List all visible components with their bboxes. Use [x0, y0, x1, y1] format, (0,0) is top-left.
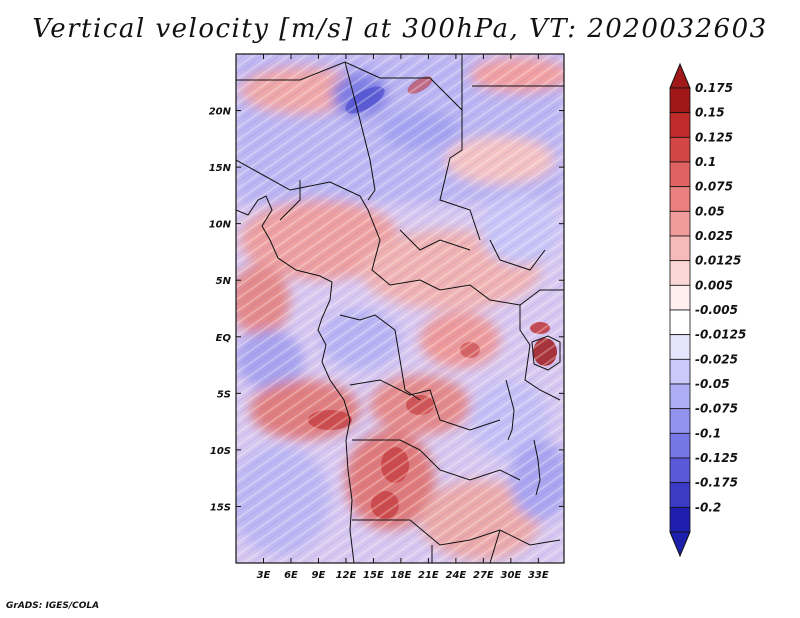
colorbar-swatch — [669, 136, 691, 163]
colorbar-label: -0.125 — [695, 451, 738, 465]
map-frame — [235, 53, 565, 564]
x-tick-label: 27E — [473, 570, 494, 581]
colorbar-label: -0.2 — [695, 500, 721, 514]
colorbar-label: -0.025 — [695, 352, 738, 366]
x-tick-label: 24E — [446, 570, 467, 581]
colorbar-label: -0.005 — [695, 303, 738, 317]
colorbar-swatch — [669, 408, 691, 434]
lake-tanganyika — [505, 379, 515, 441]
grads-credit: GrADS: IGES/COLA — [6, 601, 100, 611]
x-axis: 3E 6E 9E 12E 15E 18E 21E 24E 27E 30E 33E — [257, 54, 549, 581]
coastline-west — [236, 195, 355, 563]
x-tick-label: 9E — [312, 570, 326, 581]
colorbar-bottom-cap — [669, 531, 691, 558]
border-sahel — [236, 159, 564, 306]
colorbar-label: -0.0125 — [695, 328, 746, 342]
x-tick-label: 21E — [418, 570, 439, 581]
colorbar-label: 0.075 — [695, 180, 733, 194]
field-texture — [236, 54, 564, 563]
colorbar-swatch — [669, 358, 691, 385]
colorbar-swatch — [669, 383, 691, 410]
colorbar-top-cap — [669, 62, 691, 89]
velocity-map-area — [236, 54, 564, 563]
colorbar-swatch — [669, 235, 691, 262]
y-tick-label: 15N — [209, 163, 232, 174]
colorbar-swatch — [669, 284, 691, 311]
x-tick-label: 3E — [257, 570, 271, 581]
colorbar-label: -0.075 — [695, 402, 738, 416]
border-sudan-ethiopia — [489, 239, 546, 271]
colorbar-swatch — [669, 210, 691, 237]
colorbar-label: -0.175 — [695, 476, 738, 490]
colorbar-swatch — [669, 260, 691, 286]
colorbar: 0.175 0.15 0.125 0.1 0.075 0.05 0.025 0.0125 0.0… — [669, 62, 746, 558]
border-angola-zambia — [352, 439, 521, 481]
border-drc-south — [349, 379, 501, 431]
colorbar-label: -0.1 — [695, 426, 721, 440]
colorbar-swatch — [669, 506, 691, 533]
x-tick-label: 12E — [336, 570, 357, 581]
x-tick-label: 30E — [500, 570, 521, 581]
colorbar-swatch — [669, 334, 691, 360]
lake-victoria — [531, 335, 561, 371]
colorbar-label: -0.05 — [695, 377, 730, 391]
colorbar-label: 0.0125 — [695, 254, 741, 268]
colorbar-label: 0.175 — [695, 81, 733, 95]
colorbar-swatch — [669, 482, 691, 508]
border-west-1 — [279, 180, 301, 221]
chart-title: Vertical velocity [m/s] at 300hPa, VT: 2… — [32, 14, 768, 44]
x-tick-label: 15E — [363, 570, 384, 581]
boundaries — [236, 54, 564, 563]
colorbar-label: 0.125 — [695, 130, 733, 144]
border-niger-chad — [344, 61, 376, 201]
y-tick-label: 15S — [210, 502, 231, 513]
border-east-africa — [519, 305, 561, 401]
x-tick-label: 33E — [528, 570, 549, 581]
colorbar-swatch — [669, 161, 691, 188]
colorbar-label: 0.15 — [695, 106, 725, 120]
y-tick-label: 20N — [209, 107, 232, 118]
colorbar-swatch — [669, 87, 691, 114]
lake-malawi — [533, 439, 541, 496]
colorbar-swatch — [669, 112, 691, 138]
y-tick-label: 10N — [209, 220, 232, 231]
colorbar-label: 0.1 — [695, 155, 716, 169]
border-zimbabwe — [489, 529, 501, 563]
border-congo — [339, 314, 421, 401]
colorbar-swatch — [669, 432, 691, 459]
colorbar-swatch — [669, 186, 691, 212]
colorbar-label: 0.005 — [695, 278, 733, 292]
y-tick-label: EQ — [216, 333, 232, 344]
border-namibia-botswana — [352, 519, 561, 546]
y-tick-label: 5S — [217, 389, 231, 400]
colorbar-label: 0.05 — [695, 204, 725, 218]
colorbar-swatch — [669, 309, 691, 336]
colorbar-swatch — [669, 457, 691, 484]
x-tick-label: 6E — [284, 570, 298, 581]
y-tick-label: 10S — [210, 446, 231, 457]
colorbar-label: 0.025 — [695, 229, 733, 243]
y-axis: 20N 15N 10N 5N EQ 5S 10S 15S — [209, 107, 564, 513]
x-tick-label: 18E — [391, 570, 412, 581]
border-car — [399, 229, 471, 251]
y-tick-label: 5N — [216, 276, 232, 287]
